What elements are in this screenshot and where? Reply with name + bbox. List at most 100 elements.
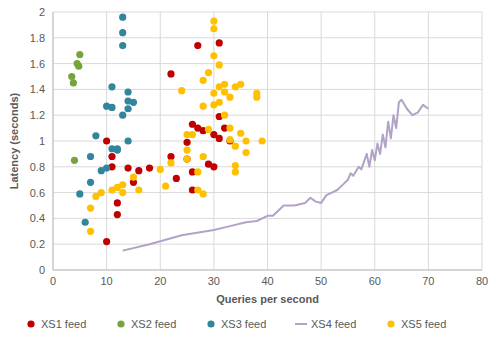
scatter-point bbox=[87, 204, 94, 211]
scatter-point bbox=[87, 153, 94, 160]
scatter-point bbox=[226, 136, 233, 143]
scatter-point bbox=[253, 94, 260, 101]
scatter-point bbox=[167, 153, 174, 160]
legend-label: XS4 feed bbox=[311, 318, 356, 330]
scatter-point bbox=[237, 81, 244, 88]
grid bbox=[53, 12, 482, 270]
scatter-point bbox=[124, 105, 131, 112]
scatter-point bbox=[232, 143, 239, 150]
scatter-point bbox=[189, 131, 196, 138]
scatter-point bbox=[119, 181, 126, 188]
scatter-point bbox=[68, 73, 75, 80]
scatter-point bbox=[87, 228, 94, 235]
x-tick-label: 50 bbox=[315, 275, 327, 287]
plot-area bbox=[68, 14, 428, 251]
scatter-point bbox=[124, 164, 131, 171]
y-tick-label: 0 bbox=[39, 264, 45, 276]
scatter-point bbox=[205, 69, 212, 76]
scatter-point bbox=[221, 81, 228, 88]
x-grid-line bbox=[321, 12, 322, 270]
scatter-point bbox=[242, 137, 249, 144]
legend: XS1 feed XS2 feed XS3 feed XS4 feed XS5 feed bbox=[27, 318, 446, 330]
x-tick-label: 20 bbox=[154, 275, 166, 287]
scatter-point bbox=[232, 168, 239, 175]
x-tick-label: 10 bbox=[101, 275, 113, 287]
scatter-point bbox=[167, 70, 174, 77]
y-axis-title: Latency (seconds) bbox=[8, 92, 20, 189]
scatter-point bbox=[98, 189, 105, 196]
scatter-point bbox=[71, 157, 78, 164]
scatter-point bbox=[232, 162, 239, 169]
y-tick-label: 1 bbox=[39, 135, 45, 147]
y-tick-label: 0.8 bbox=[30, 161, 45, 173]
legend-label: XS2 feed bbox=[131, 318, 176, 330]
scatter-point bbox=[210, 25, 217, 32]
legend-swatch bbox=[295, 323, 307, 325]
scatter-point bbox=[75, 63, 82, 70]
y-grid-line bbox=[53, 270, 482, 271]
scatter-point bbox=[226, 125, 233, 132]
scatter-point bbox=[183, 146, 190, 153]
scatter-point bbox=[237, 130, 244, 137]
x-tick-label: 30 bbox=[208, 275, 220, 287]
legend-swatch bbox=[387, 320, 394, 327]
y-tick-label: 1.6 bbox=[30, 58, 45, 70]
y-axis-line bbox=[53, 12, 54, 270]
legend-swatch bbox=[27, 320, 34, 327]
x-tick-label: 80 bbox=[476, 275, 488, 287]
x-tick-label: 0 bbox=[50, 275, 56, 287]
scatter-point bbox=[157, 166, 164, 173]
scatter-point bbox=[130, 99, 137, 106]
y-tick-label: 0.2 bbox=[30, 238, 45, 250]
scatter-point bbox=[108, 104, 115, 111]
scatter-point bbox=[114, 146, 121, 153]
scatter-point bbox=[119, 42, 126, 49]
legend-label: XS5 feed bbox=[401, 318, 446, 330]
scatter-point bbox=[119, 29, 126, 36]
x-grid-line bbox=[482, 12, 483, 270]
scatter-point bbox=[82, 219, 89, 226]
scatter-point bbox=[119, 189, 126, 196]
x-tick-label: 40 bbox=[261, 275, 273, 287]
scatter-point bbox=[119, 14, 126, 21]
scatter-point bbox=[108, 153, 115, 160]
y-tick-label: 0.6 bbox=[30, 187, 45, 199]
legend-label: XS1 feed bbox=[41, 318, 86, 330]
scatter-point bbox=[216, 99, 223, 106]
scatter-point bbox=[216, 135, 223, 142]
scatter-point bbox=[92, 132, 99, 139]
scatter-point bbox=[103, 164, 110, 171]
x-grid-line bbox=[213, 12, 214, 270]
scatter-point bbox=[216, 39, 223, 46]
scatter-point bbox=[87, 179, 94, 186]
scatter-point bbox=[178, 87, 185, 94]
x-axis-line bbox=[53, 270, 482, 271]
scatter-point bbox=[259, 137, 266, 144]
scatter-point bbox=[200, 103, 207, 110]
x-grid-line bbox=[428, 12, 429, 270]
y-tick-label: 0.4 bbox=[30, 212, 45, 224]
scatter-point bbox=[200, 190, 207, 197]
scatter-point bbox=[210, 90, 217, 97]
scatter-point bbox=[205, 126, 212, 133]
scatter-point bbox=[167, 159, 174, 166]
x-tick-label: 60 bbox=[369, 275, 381, 287]
scatter-point bbox=[135, 167, 142, 174]
scatter-point bbox=[119, 112, 126, 119]
x-grid-line bbox=[267, 12, 268, 270]
x-axis-title: Queries per second bbox=[216, 293, 319, 305]
scatter-point bbox=[210, 17, 217, 24]
chart: 00.20.40.60.811.21.41.61.820102030405060… bbox=[0, 0, 496, 348]
legend-label: XS3 feed bbox=[221, 318, 266, 330]
scatter-point bbox=[194, 168, 201, 175]
scatter-point bbox=[173, 175, 180, 182]
y-tick-label: 1.2 bbox=[30, 109, 45, 121]
y-tick-label: 1.4 bbox=[30, 83, 45, 95]
scatter-point bbox=[242, 149, 249, 156]
scatter-point bbox=[183, 155, 190, 162]
scatter-point bbox=[226, 94, 233, 101]
scatter-point bbox=[103, 137, 110, 144]
scatter-point bbox=[76, 190, 83, 197]
scatter-point bbox=[216, 61, 223, 68]
scatter-point bbox=[114, 199, 121, 206]
